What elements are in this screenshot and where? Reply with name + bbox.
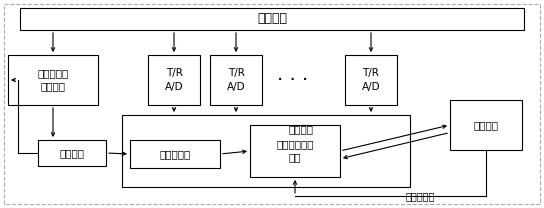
Bar xyxy=(130,140,220,168)
Bar xyxy=(38,140,106,166)
Text: · · ·: · · · xyxy=(277,71,308,89)
Bar xyxy=(250,125,340,177)
Bar xyxy=(450,100,522,150)
Text: 目标波形码: 目标波形码 xyxy=(159,149,190,159)
Text: 虚拟方位码: 虚拟方位码 xyxy=(405,191,435,201)
Text: T/R
A/D: T/R A/D xyxy=(227,68,245,92)
Text: 信号处理: 信号处理 xyxy=(288,124,313,134)
Text: 波形产生: 波形产生 xyxy=(59,148,84,158)
Text: 录取终端: 录取终端 xyxy=(473,120,498,130)
Bar xyxy=(20,8,524,30)
Bar xyxy=(210,55,262,105)
Bar xyxy=(122,115,410,187)
Text: 模拟目标产生
控制: 模拟目标产生 控制 xyxy=(276,139,314,163)
Text: T/R
A/D: T/R A/D xyxy=(362,68,380,92)
Bar xyxy=(345,55,397,105)
Bar xyxy=(8,55,98,105)
Bar xyxy=(148,55,200,105)
Text: T/R
A/D: T/R A/D xyxy=(165,68,183,92)
Text: 校正网络: 校正网络 xyxy=(257,12,287,26)
Text: 可调衰减器
校正通道: 可调衰减器 校正通道 xyxy=(38,68,69,92)
